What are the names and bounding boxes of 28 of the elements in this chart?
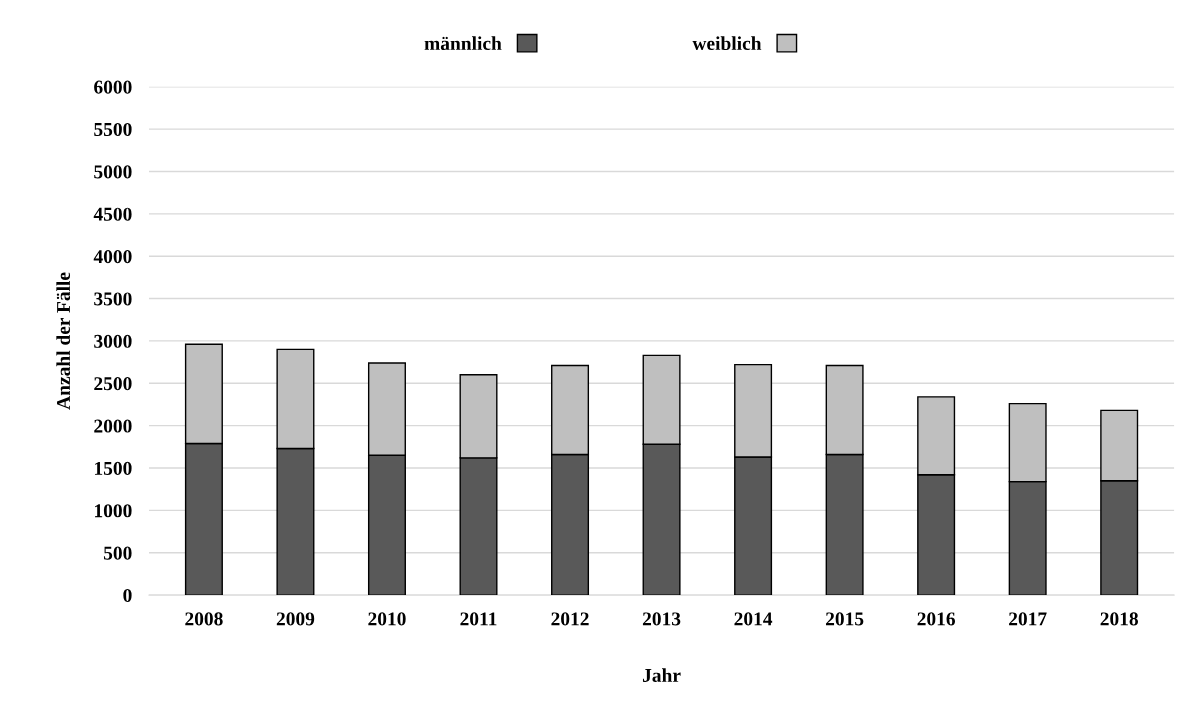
legend-label: weiblich [692,36,762,51]
y-tick-label: 1000 [95,504,132,518]
x-tick-label: 2008 [185,612,223,626]
y-tick-label: 6000 [94,80,132,94]
x-tick-label: 2013 [642,612,681,626]
y-tick-label: 2500 [94,377,132,391]
y-tick-label: 4000 [93,250,132,264]
y-tick-label: 5000 [94,165,132,179]
x-tick-label: 2012 [551,612,589,626]
y-axis-title: Anzahl der Fälle [56,272,71,410]
x-tick-label: 2010 [368,612,406,626]
y-tick-label: 2000 [94,419,132,433]
y-tick-label: 0 [123,588,132,603]
x-tick-label: 2018 [1100,612,1138,626]
x-tick-label: 2017 [1009,612,1047,626]
y-tick-label: 500 [103,546,132,560]
y-tick-label: 4500 [93,207,132,221]
y-tick-label: 3500 [94,292,132,306]
x-tick-label: 2015 [825,612,864,626]
x-tick-label: 2014 [734,612,773,626]
x-tick-label: 2009 [276,612,315,626]
y-tick-label: 1500 [95,461,132,475]
x-tick-label: 2016 [917,612,956,626]
x-tick-label: 2011 [460,612,497,626]
y-tick-label: 5500 [94,122,132,137]
y-tick-label: 3000 [94,334,132,348]
legend-label: männlich [424,36,502,51]
x-axis-title: Jahr [642,668,681,682]
